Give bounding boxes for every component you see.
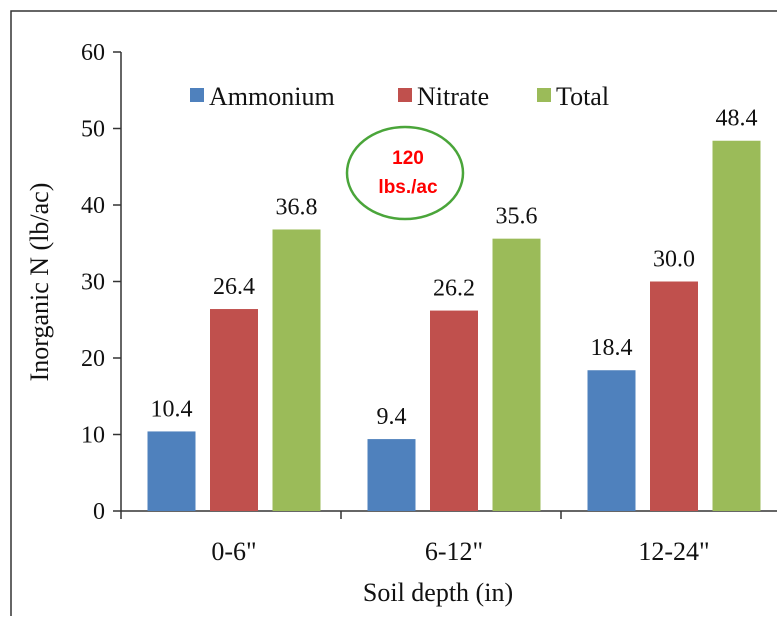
x-axis-title: Soil depth (in) xyxy=(363,578,513,607)
x-tick-label-12-24: 12-24" xyxy=(638,537,709,566)
data-label-ammonium-12-24: 18.4 xyxy=(591,335,633,361)
x-tick-label-0-6: 0-6" xyxy=(211,537,256,566)
bar-ammonium-6-12 xyxy=(367,439,416,511)
y-tick-label: 20 xyxy=(81,346,105,372)
data-label-ammonium-0-6: 10.4 xyxy=(151,396,193,422)
data-label-nitrate-12-24: 30.0 xyxy=(653,247,695,273)
legend-label-ammonium: Ammonium xyxy=(209,82,335,111)
data-label-nitrate-6-12: 26.2 xyxy=(433,276,475,302)
data-label-ammonium-6-12: 9.4 xyxy=(377,404,407,430)
y-tick-label: 60 xyxy=(81,40,105,66)
callout-line-2: lbs./ac xyxy=(378,177,438,198)
y-axis-title: Inorganic N (lb/ac) xyxy=(25,183,54,382)
bar-total-6-12 xyxy=(492,238,541,511)
bar-nitrate-6-12 xyxy=(430,310,478,511)
bar-nitrate-12-24 xyxy=(650,281,698,511)
data-label-total-12-24: 48.4 xyxy=(716,106,758,132)
bar-ammonium-0-6 xyxy=(147,431,196,511)
callout-line-1: 120 xyxy=(392,148,424,169)
bar-total-12-24 xyxy=(712,140,761,512)
chart-frame xyxy=(10,10,777,621)
y-tick-label: 40 xyxy=(81,193,105,219)
bar-nitrate-0-6 xyxy=(210,309,258,511)
y-tick-label: 50 xyxy=(81,117,105,143)
legend-swatch-ammonium xyxy=(190,88,204,102)
bars xyxy=(147,140,761,512)
data-labels: 10.4 26.4 36.8 9.4 26.2 35.6 18.4 30.0 48.4 xyxy=(151,106,758,430)
legend-label-total: Total xyxy=(556,82,609,111)
legend: Ammonium Nitrate Total xyxy=(190,82,609,111)
y-tick-label: 30 xyxy=(81,270,105,296)
legend-swatch-total xyxy=(537,88,551,102)
y-tick-label: 0 xyxy=(93,499,105,525)
x-tick-label-6-12: 6-12" xyxy=(425,537,483,566)
y-tick-label: 10 xyxy=(81,423,105,449)
legend-swatch-nitrate xyxy=(398,88,412,102)
bar-ammonium-12-24 xyxy=(587,370,636,511)
data-label-total-0-6: 36.8 xyxy=(276,194,318,220)
legend-label-nitrate: Nitrate xyxy=(417,82,489,111)
bar-total-0-6 xyxy=(272,229,321,512)
data-label-total-6-12: 35.6 xyxy=(496,204,538,230)
callout-annotation: 120 lbs./ac xyxy=(345,125,465,221)
data-label-nitrate-0-6: 26.4 xyxy=(213,274,255,300)
callout-ellipse xyxy=(345,125,465,221)
